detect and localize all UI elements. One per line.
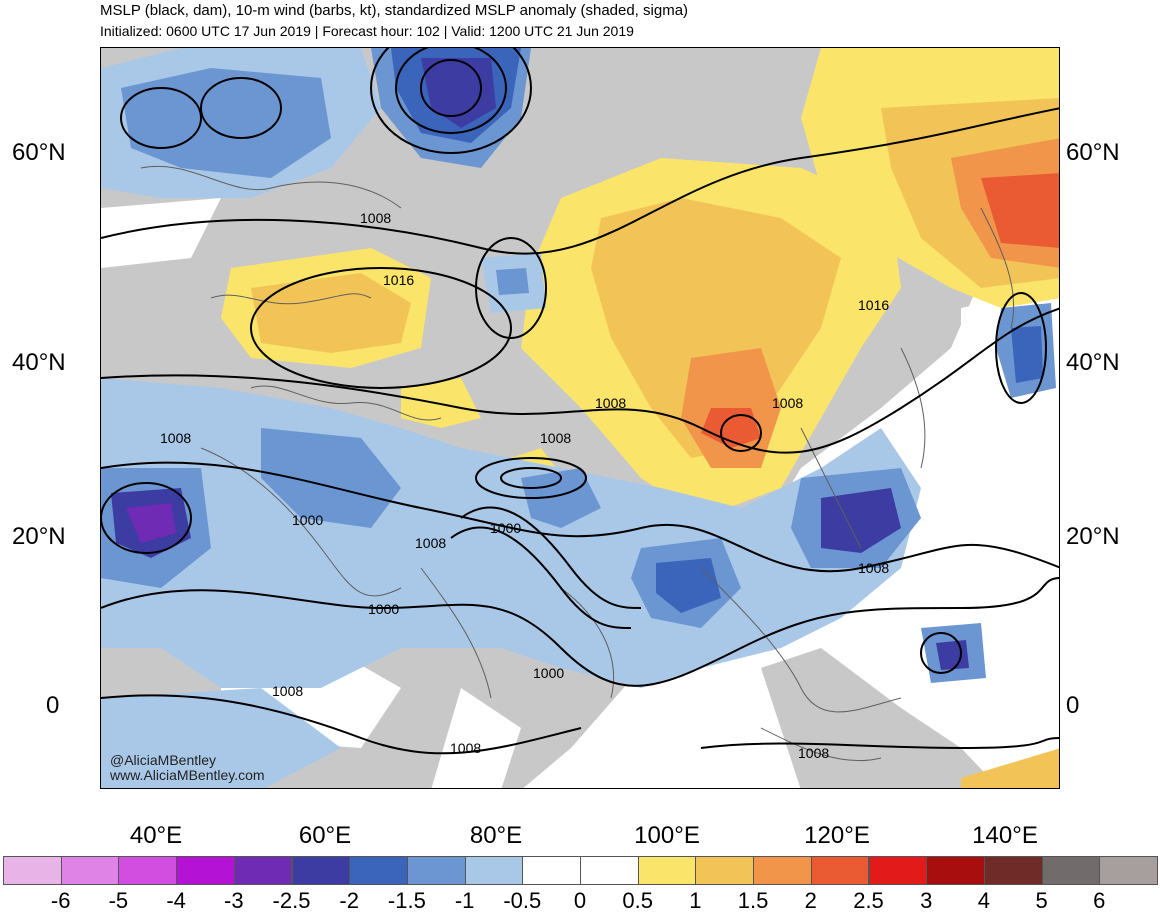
- isobar-value-label: 1008: [858, 560, 890, 576]
- lon-label-60e: 60°E: [298, 822, 352, 849]
- colorbar-tick-label: -5: [108, 888, 129, 913]
- colorbar-swatch: [233, 856, 293, 885]
- colorbar-tick-label: 3: [920, 888, 933, 913]
- colorbar-swatch: [176, 856, 235, 885]
- colorbar-swatch: [695, 856, 755, 885]
- lat-label-20n-left: 20°N: [12, 523, 66, 550]
- lon-label-40e: 40°E: [129, 822, 183, 849]
- colorbar-tick-label: 0.5: [622, 888, 653, 913]
- colorbar-swatch: [753, 856, 812, 885]
- lat-label-60n-right: 60°N: [1066, 139, 1120, 166]
- colorbar-swatch: [810, 856, 870, 885]
- isobar-value-label: 1008: [450, 740, 482, 756]
- lon-label-140e: 140°E: [972, 822, 1038, 849]
- lat-label-40n-right: 40°N: [1066, 349, 1120, 376]
- colorbar-swatch: [1041, 856, 1101, 885]
- isobar-value-label: 1008: [595, 395, 627, 411]
- lat-label-0-left: 0: [46, 692, 60, 719]
- colorbar-swatch: [118, 856, 178, 885]
- colorbar-tick-label: 0: [573, 888, 587, 913]
- lat-label-60n-left: 60°N: [12, 139, 66, 166]
- colorbar-tick-label: 4: [977, 888, 991, 913]
- isobar-value-label: 1000: [368, 601, 400, 617]
- colorbar-tick-label: 2.5: [853, 888, 884, 913]
- map-title: MSLP (black, dam), 10-m wind (barbs, kt)…: [100, 2, 689, 19]
- colorbar-tick-label: 6: [1093, 888, 1106, 913]
- map-canvas: [101, 48, 1059, 788]
- positive-anomaly-shading: [221, 48, 1059, 788]
- colorbar-tick-label: 5: [1035, 888, 1048, 913]
- isobar-value-label: 1000: [490, 520, 522, 536]
- isobar-contours: [101, 48, 1059, 755]
- colorbar-tick-label: -6: [50, 888, 71, 913]
- isobar-value-label: 1008: [360, 210, 392, 226]
- colorbar-tick-label: -4: [166, 888, 186, 913]
- colorbar-tick-label: -1.5: [387, 888, 426, 913]
- colorbar-swatch: [983, 856, 1043, 885]
- colorbar-tick-label: 1.5: [737, 888, 769, 913]
- isobar-value-label: 1000: [533, 665, 565, 681]
- colorbar-swatch: [349, 856, 408, 885]
- isobar-value-label: 1016: [858, 297, 890, 313]
- colorbar-tick-label: -2.5: [272, 888, 311, 913]
- colorbar-swatch: [291, 856, 351, 885]
- colorbar-tick-label: 1: [689, 888, 702, 913]
- isobar-value-label: 1000: [292, 512, 324, 528]
- lat-label-20n-right: 20°N: [1066, 523, 1120, 550]
- colorbar-tick-label: -0.5: [503, 888, 542, 913]
- negative-anomaly-shading: [101, 48, 1056, 788]
- credit-website: www.AliciaMBentley.com: [110, 767, 265, 783]
- colorbar-swatch: [637, 856, 697, 885]
- isobar-value-label: 1008: [798, 745, 830, 761]
- map-panel: [100, 47, 1060, 789]
- lon-label-100e: 100°E: [634, 822, 700, 849]
- colorbar-swatch: [1099, 856, 1158, 885]
- lon-label-120e: 120°E: [804, 822, 870, 849]
- colorbar-swatch: [580, 856, 639, 885]
- map-subtitle: Initialized: 0600 UTC 17 Jun 2019 | Fore…: [100, 23, 634, 39]
- colorbar-swatch: [406, 856, 466, 885]
- colorbar-tick-label: 2: [804, 888, 817, 913]
- isobar-value-label: 1008: [415, 535, 447, 551]
- lat-label-40n-left: 40°N: [12, 349, 66, 376]
- credit-handle: @AliciaMBentley: [110, 752, 217, 768]
- isobar-value-label: 1008: [272, 683, 304, 699]
- colorbar-swatch: [522, 856, 581, 885]
- lat-label-0-right: 0: [1066, 692, 1080, 719]
- lon-label-80e: 80°E: [469, 822, 523, 849]
- colorbar-swatch: [464, 856, 524, 885]
- colorbar-swatch: [3, 856, 62, 885]
- isobar-value-label: 1016: [383, 272, 415, 288]
- colorbar-swatch: [60, 856, 120, 885]
- colorbar-tick-label: -3: [224, 888, 244, 913]
- isobar-value-label: 1008: [772, 395, 804, 411]
- colorbar-swatch: [868, 856, 928, 885]
- colorbar-swatch: [926, 856, 985, 885]
- isobar-value-label: 1008: [160, 430, 192, 446]
- isobar-value-label: 1008: [540, 430, 572, 446]
- colorbar-tick-label: -1: [454, 888, 475, 913]
- colorbar-tick-label: -2: [339, 888, 359, 913]
